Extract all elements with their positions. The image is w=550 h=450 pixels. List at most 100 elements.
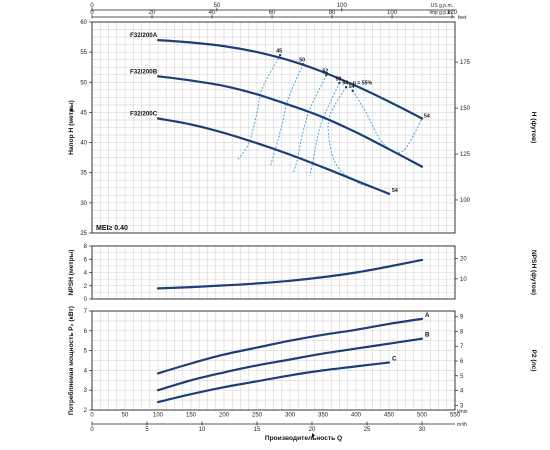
power-ytick-label: 4	[84, 368, 88, 374]
power-ytick-label: 7	[84, 309, 88, 315]
efficiency-label-45: 45	[276, 49, 282, 55]
top-axis-unit: US g.p.m.	[431, 3, 453, 9]
frame-layer	[89, 7, 458, 426]
efficiency-line-52	[292, 74, 327, 173]
power-xtick-label: 550	[450, 413, 461, 419]
bottom-axis-tick-label: 30	[419, 427, 426, 433]
head-y2tick-label: 125	[460, 152, 471, 158]
power-frame	[91, 310, 456, 411]
power-xtick-label: 200	[219, 413, 230, 419]
head-ytick-label: 35	[80, 171, 87, 177]
head-curve-f32-200a	[156, 39, 424, 120]
npsh-ytick-label: 8	[84, 244, 88, 250]
npsh-curve	[156, 258, 424, 290]
mei-annotation: MEI≥ 0.40	[96, 225, 128, 232]
head-ytick-label: 60	[80, 20, 87, 26]
head-curve-f32-200c	[156, 117, 391, 195]
bottom-axis-tick-label: 10	[199, 427, 206, 433]
power-xtick-label: 450	[384, 413, 395, 419]
power-y2tick-label: 6	[460, 359, 464, 365]
power-xtick-label: 100	[153, 413, 164, 419]
head-curve-label: F32/200B	[130, 68, 158, 75]
efficiency-marker	[278, 53, 282, 57]
head-frame	[91, 21, 456, 234]
power-curve-a	[156, 317, 424, 375]
head-y2tick-label: 100	[460, 198, 471, 204]
ylabel-arrow	[69, 107, 73, 113]
top-axis-tick-label: 100	[387, 10, 398, 16]
power-ylabel: Потребляемая мощность P₂ (кВт)	[67, 306, 75, 415]
power-xtick-label: 350	[318, 413, 329, 419]
head-curve-f32-200b	[156, 75, 424, 168]
bottom-axis-tick-label: 25	[364, 427, 371, 433]
grid-layer	[91, 21, 456, 411]
efficiency-label-54: 54	[349, 84, 355, 90]
npsh-ytick-label: 4	[84, 271, 88, 277]
head-ytick-label: 45	[80, 110, 87, 116]
efficiency-line-54	[327, 86, 390, 195]
power-y2tick-label: 4	[460, 389, 464, 395]
bottom-axis-tick-label: 5	[145, 427, 149, 433]
power-y2tick-label: 8	[460, 329, 464, 335]
efficiency-line-45	[236, 54, 281, 161]
top-axis-tick-label: 20	[149, 10, 156, 16]
bottom-axis-unit: m³/h	[457, 422, 467, 428]
power-curve-label: A	[425, 312, 430, 319]
npsh-y2tick-label: 20	[460, 257, 467, 263]
efficiency-label-50: 50	[299, 58, 305, 64]
top-axis-tick-label: 80	[329, 10, 336, 16]
npsh-ytick-label: 6	[84, 257, 88, 263]
power-xtick-label: 250	[252, 413, 263, 419]
power-curve-c	[156, 361, 391, 404]
head-y2tick-label: 150	[460, 106, 471, 112]
power-y2tick-label: 5	[460, 374, 464, 380]
power-ytick-label: 3	[84, 388, 88, 394]
top-axis-tick-label: 120	[447, 10, 458, 16]
head-ytick-label: 25	[80, 231, 87, 237]
head-y2tick-label: 175	[460, 60, 471, 66]
power-x-unit: l/min	[457, 409, 468, 415]
head-ytick-label: 50	[80, 80, 87, 86]
power-xtick-label: 500	[417, 413, 428, 419]
power-xtick-label: 0	[90, 413, 94, 419]
npsh-ytick-label: 2	[84, 284, 88, 290]
efficiency-marker	[338, 81, 341, 85]
bottom-axis-tick-label: 0	[90, 427, 94, 433]
npsh-y2label: NPSH (футов)	[530, 250, 537, 295]
efficiency-label-53: 53	[336, 76, 342, 82]
head-ylabel: Напор H (метры)	[68, 100, 75, 155]
top-axis-tick-label: 60	[269, 10, 276, 16]
power-xtick-label: 300	[285, 413, 296, 419]
efficiency-end-label: 54	[392, 188, 398, 194]
power-ytick-label: 6	[84, 329, 88, 335]
top-axis-tick-label: 50	[214, 3, 221, 9]
power-curve-b	[156, 337, 424, 392]
top-axis-tick-label: 40	[209, 10, 216, 16]
efficiency-marker	[351, 89, 354, 92]
curve-layer	[156, 39, 424, 404]
power-curve-label: B	[425, 332, 430, 339]
efficiency-line-50	[269, 64, 304, 167]
efficiency-label-54: 54	[342, 81, 348, 87]
head-curve-label: F32/200C	[130, 110, 158, 117]
power-y2label: P2 (лс)	[530, 349, 537, 371]
head-y2-unit: feet	[458, 15, 467, 21]
top-axis-unit: Imp g.p.m.	[429, 10, 453, 16]
bottom-axis-tick-label: 15	[254, 427, 261, 433]
power-y2tick-label: 3	[460, 403, 464, 409]
power-curve-label: C	[392, 355, 397, 362]
npsh-ylabel: NPSH (метры)	[68, 250, 75, 296]
x-axis-title: Производительность Q	[265, 435, 342, 442]
power-ytick-label: 5	[84, 349, 88, 355]
efficiency-end-label: 54	[424, 113, 430, 119]
efficiency-note: η = 55%	[353, 81, 373, 87]
head-ytick-label: 40	[80, 141, 87, 147]
head-ytick-label: 30	[80, 201, 87, 207]
power-xtick-label: 150	[186, 413, 197, 419]
bottom-axis-tick-label: 20	[309, 427, 316, 433]
top-axis-tick-label: 0	[90, 3, 94, 9]
power-y2tick-label: 9	[460, 315, 464, 321]
top-axis-tick-label: 0	[90, 10, 94, 16]
